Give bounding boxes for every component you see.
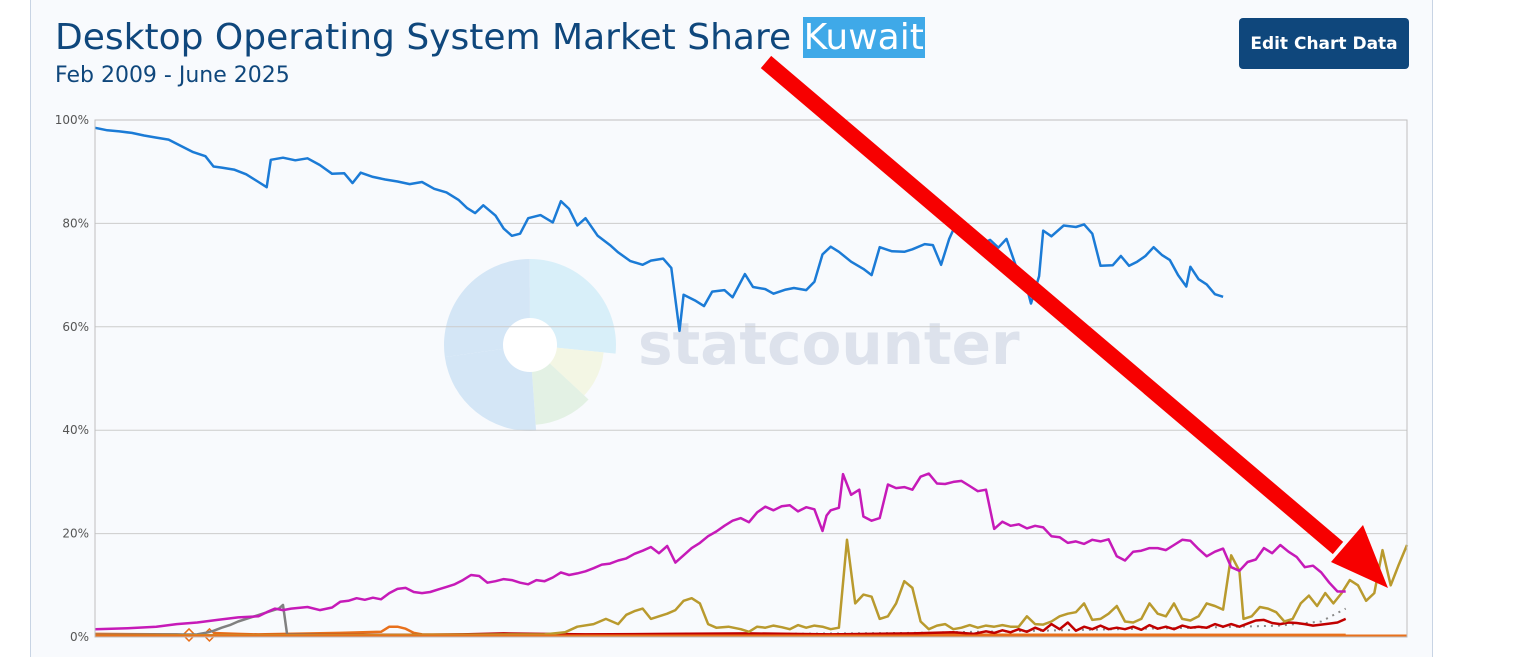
y-tick-label: 20% [62, 527, 89, 541]
series-line-windows [94, 126, 1224, 333]
statcounter-watermark: statcounter [444, 259, 1020, 431]
y-tick-label: 80% [62, 216, 89, 230]
series-lines [94, 126, 1409, 642]
y-tick-label: 60% [62, 320, 89, 334]
series-line-osx [94, 472, 1346, 631]
watermark-text: statcounter [638, 310, 1020, 378]
series-line-unknown [94, 538, 1409, 637]
y-tick-label: 0% [70, 630, 89, 644]
plot-frame [94, 119, 1408, 638]
watermark-hole [503, 318, 557, 372]
chart-grid [95, 119, 1407, 638]
page-title: Desktop Operating System Market Share Ku… [55, 14, 925, 62]
series-line-linux [94, 617, 1347, 637]
date-range-subtitle: Feb 2009 - June 2025 [55, 63, 290, 88]
watermark-segment [444, 345, 537, 431]
arrow-shaft [760, 55, 1344, 555]
title-highlight-country: Kuwait [802, 17, 925, 58]
y-tick-label: 100% [55, 113, 89, 127]
arrow-head [1331, 525, 1388, 588]
title-prefix: Desktop Operating System Market Share [55, 17, 792, 58]
y-tick-label: 40% [62, 423, 89, 437]
edit-chart-data-button[interactable]: Edit Chart Data [1239, 18, 1409, 69]
chart-panel [30, 0, 1433, 657]
red-arrow-annotation [760, 55, 1388, 588]
y-axis-labels: 100% 80% 60% 40% 20% 0% [55, 113, 89, 644]
